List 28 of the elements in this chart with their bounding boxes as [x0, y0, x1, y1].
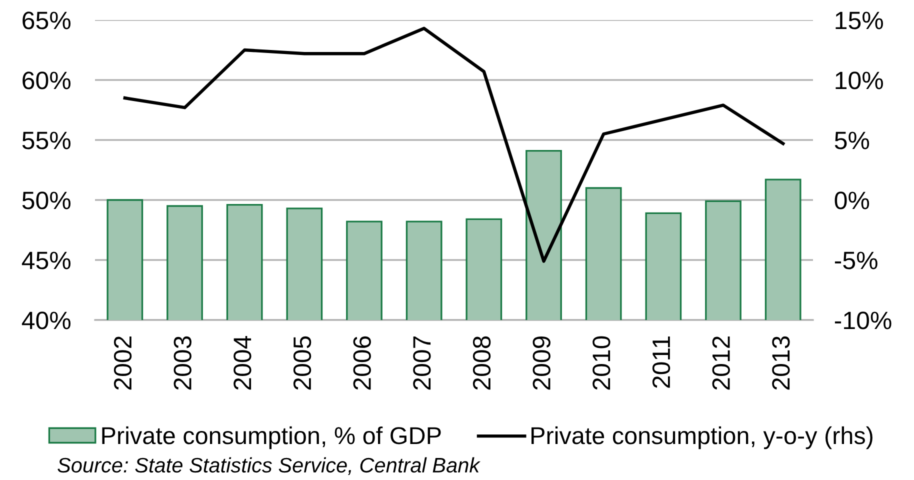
line-series	[123, 26, 785, 263]
x-tick-label: 2002	[114, 336, 132, 390]
y2-tick-label: 0%	[834, 192, 870, 210]
y-tick-label: 60%	[22, 72, 70, 90]
x-tick-label: 2004	[234, 336, 252, 390]
x-tick-label: 2011	[652, 336, 670, 388]
y-tick-label: 45%	[22, 252, 70, 270]
y-tick-label: 50%	[22, 192, 70, 210]
y2-tick-label: -10%	[834, 312, 892, 330]
x-tick-label: 2005	[293, 336, 312, 390]
x-tick-label: 2010	[592, 336, 610, 390]
x-tick-label: 2012	[712, 336, 730, 390]
legend-label: Private consumption, y-o-y (rhs)	[532, 426, 872, 450]
y2-tick-label: 15%	[836, 12, 883, 30]
x-tick-label: 2007	[413, 336, 431, 390]
y2-tick-label: 10%	[836, 72, 883, 90]
x-tick-label: 2003	[174, 336, 192, 390]
y2-tick-label: 5%	[834, 132, 870, 150]
source-note: Source: State Statistics Service, Central Bank	[58, 457, 481, 476]
y-tick-label: 55%	[22, 132, 70, 150]
x-tick-label: 2008	[472, 336, 491, 390]
x-tick-label: 2009	[532, 336, 550, 390]
y-tick-label: 40%	[22, 312, 70, 330]
x-tick-label: 2006	[353, 336, 371, 390]
y-tick-label: 65%	[22, 12, 70, 30]
legend-label: Private consumption, % of GDP	[102, 426, 441, 450]
x-tick-label: 2013	[772, 336, 790, 390]
y2-tick-label: -5%	[834, 252, 878, 270]
